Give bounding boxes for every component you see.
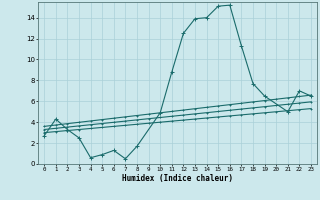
X-axis label: Humidex (Indice chaleur): Humidex (Indice chaleur) (122, 174, 233, 183)
